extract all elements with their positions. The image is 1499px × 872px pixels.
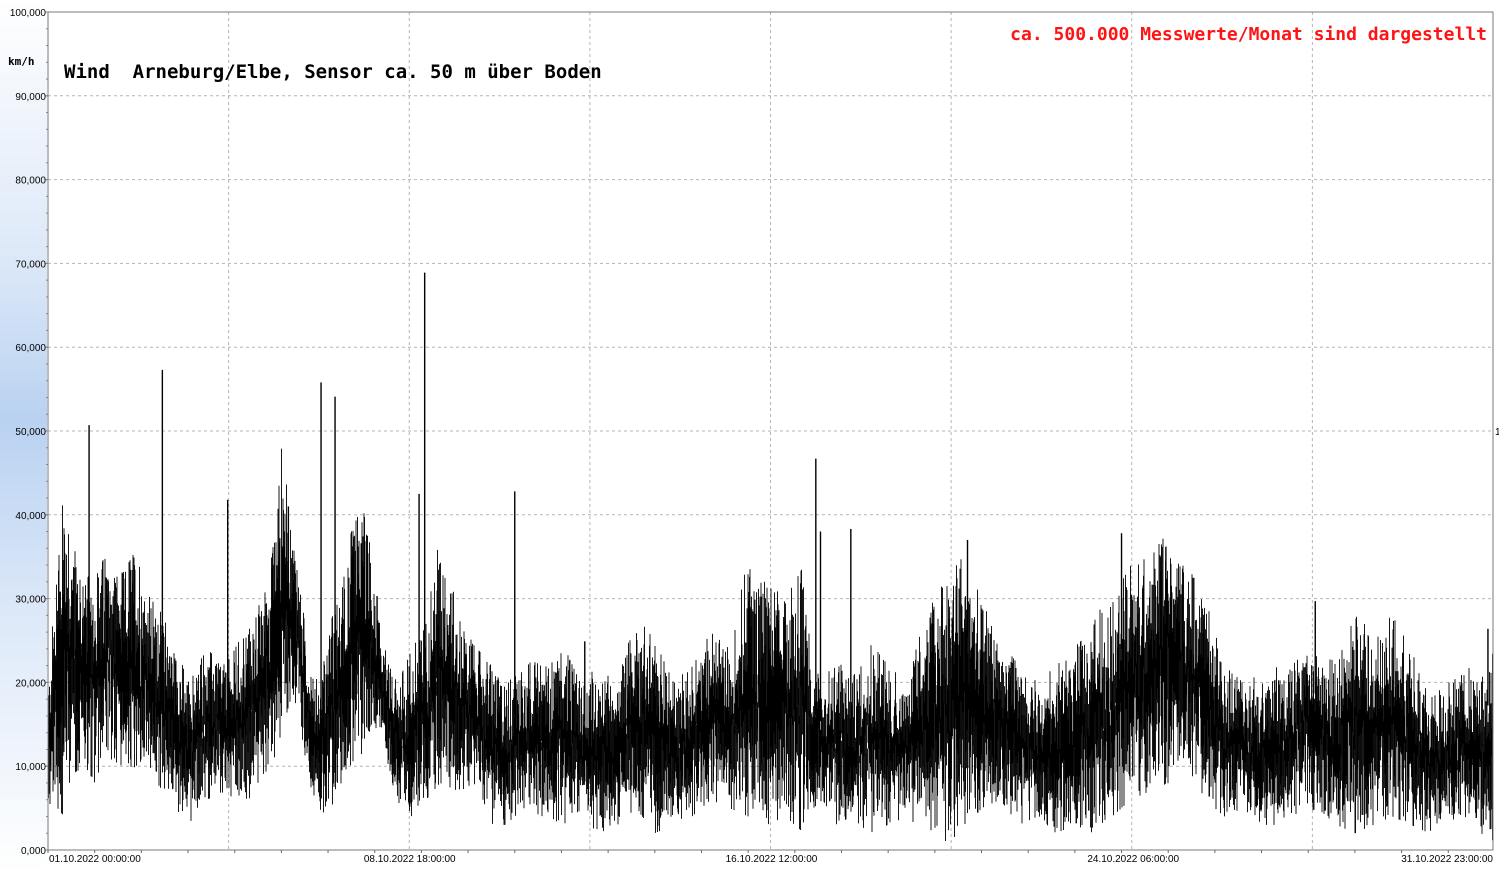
plot-frame — [47, 11, 1494, 851]
y-tick-label: 10,000 — [15, 762, 46, 773]
measurement-note: ca. 500.000 Messwerte/Monat sind dargest… — [1010, 24, 1487, 45]
y-tick-label: 70,000 — [15, 259, 46, 270]
y-tick-label: 80,000 — [15, 176, 46, 187]
y-axis-ticks: 0,000 10,000 20,000 30,000 40,000 50,000 60,00… — [10, 8, 48, 857]
y-tick-label: 60,000 — [15, 343, 46, 354]
y-tick-label: 40,000 — [15, 511, 46, 522]
x-tick-label: 08.10.2022 18:00:00 — [364, 854, 456, 865]
y-tick-label: 50,000 — [15, 427, 46, 438]
y-tick-label: 90,000 — [15, 92, 46, 103]
y-tick-label: 0,000 — [21, 846, 46, 857]
x-axis-ticks: 01.10.2022 00:00:00 08.10.2022 18:00:00 16… — [47, 850, 1493, 865]
chart-title: Wind Arneburg/Elbe, Sensor ca. 50 m über… — [64, 61, 602, 83]
y-tick-label: 30,000 — [15, 595, 46, 606]
x-tick-label: 16.10.2022 12:00:00 — [726, 854, 818, 865]
y-axis-label: km/h — [8, 55, 35, 68]
wind-series — [47, 272, 1494, 841]
x-tick-label: 24.10.2022 06:00:00 — [1087, 854, 1179, 865]
x-tick-label: 01.10.2022 00:00:00 — [49, 854, 141, 865]
axis-strip — [0, 0, 47, 872]
y-tick-label: 20,000 — [15, 678, 46, 689]
right-marker: 1 — [1495, 427, 1499, 438]
x-tick-label: 31.10.2022 23:00:00 — [1401, 854, 1493, 865]
y-tick-label: 100,000 — [10, 8, 47, 19]
